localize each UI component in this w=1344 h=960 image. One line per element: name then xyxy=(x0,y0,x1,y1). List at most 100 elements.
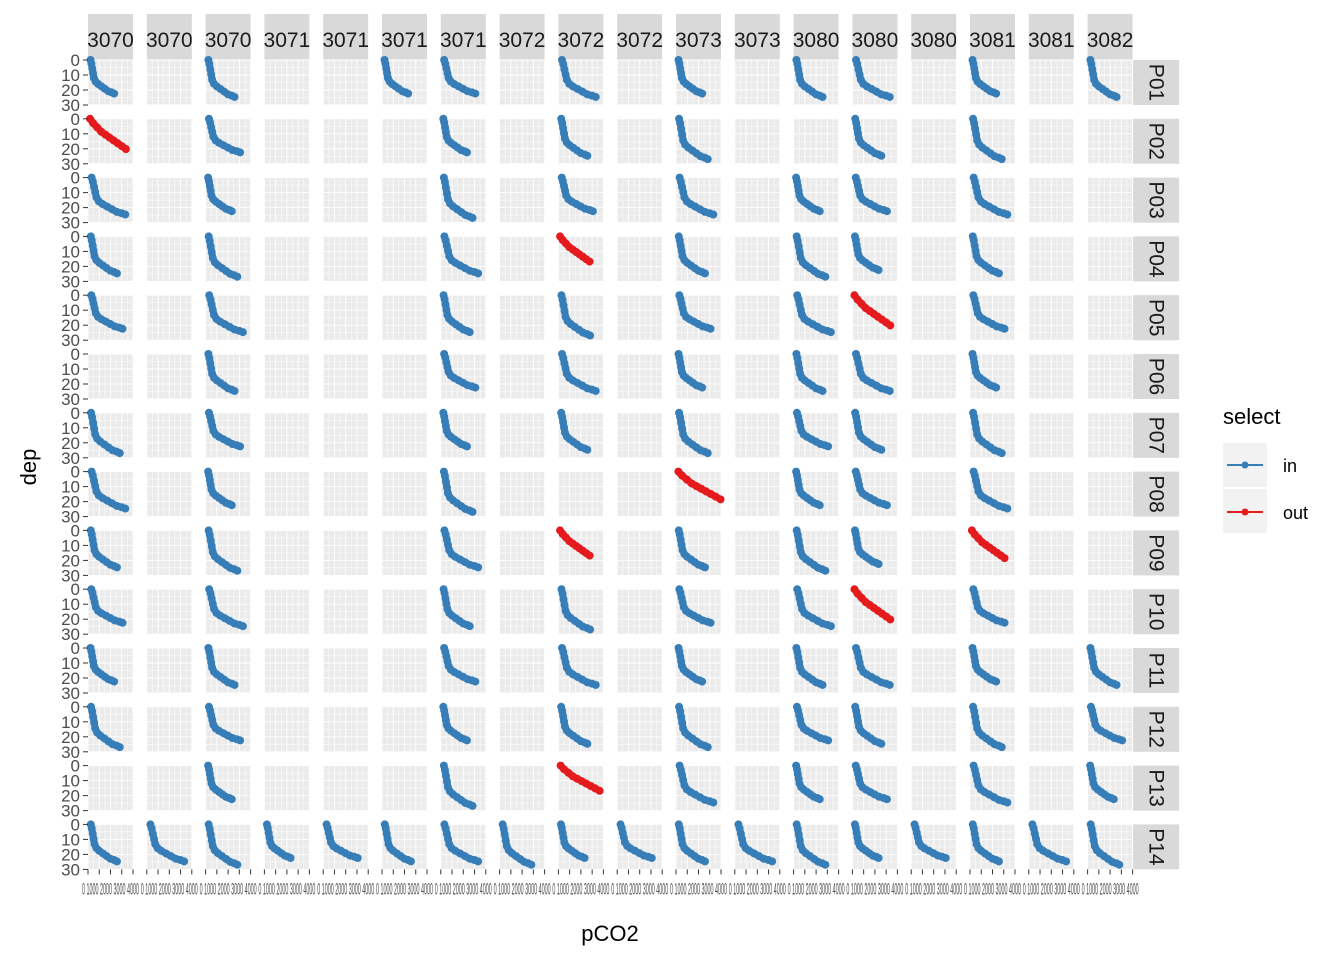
panel xyxy=(792,467,840,518)
row-strip xyxy=(1133,412,1180,458)
series-in-point xyxy=(471,89,480,98)
column-strip-label: 3071 xyxy=(440,29,487,52)
panel xyxy=(1028,647,1075,694)
panel xyxy=(322,471,369,518)
series-in-point xyxy=(586,625,595,634)
series-in-point xyxy=(703,155,712,164)
panel xyxy=(675,114,722,165)
column-strip xyxy=(676,14,721,60)
panel xyxy=(87,173,134,224)
series-in-point xyxy=(992,89,1001,98)
panel xyxy=(1086,644,1134,694)
panel xyxy=(381,118,428,165)
panel xyxy=(87,467,134,518)
panel xyxy=(910,235,957,282)
series-in-point xyxy=(700,269,709,278)
panel xyxy=(968,644,1016,694)
panel xyxy=(381,529,428,576)
series-in-point xyxy=(992,383,1001,392)
panel xyxy=(557,114,604,165)
column-strip xyxy=(146,14,192,60)
column-strip xyxy=(558,14,604,60)
panel xyxy=(87,408,134,459)
series-in-point xyxy=(118,618,127,627)
panel xyxy=(1087,353,1134,400)
series-in-point xyxy=(471,677,480,686)
series-in-point xyxy=(997,449,1006,458)
series-in-point xyxy=(236,442,245,451)
column-strip-label: 3070 xyxy=(205,29,252,52)
panel xyxy=(204,173,252,224)
series-in-point xyxy=(818,680,827,689)
panel xyxy=(910,412,957,459)
column-strip xyxy=(440,14,486,60)
panel xyxy=(616,235,663,282)
series-in-point xyxy=(465,328,474,337)
panel xyxy=(969,408,1016,459)
panel xyxy=(263,353,310,400)
series-out-point xyxy=(585,551,594,560)
panel xyxy=(968,232,1016,282)
panel xyxy=(322,647,369,694)
panel xyxy=(146,529,193,576)
panel xyxy=(734,235,781,282)
panel xyxy=(440,644,487,694)
panel xyxy=(792,232,840,282)
panel xyxy=(616,529,663,576)
row-strip-label: P08 xyxy=(1145,475,1168,512)
series-in-point xyxy=(471,383,480,392)
panel xyxy=(381,471,428,518)
column-strip-label: 3071 xyxy=(322,29,369,52)
panel xyxy=(616,59,663,106)
column-strip xyxy=(1028,14,1074,60)
column-strips: 3070 3070 3070 3071 3071 3071 3071 3072 3072 3072… xyxy=(88,14,1133,60)
panel xyxy=(439,702,487,753)
panel xyxy=(439,173,487,224)
series-in-point xyxy=(821,566,830,575)
row-strip-label: P11 xyxy=(1145,653,1168,689)
panel xyxy=(675,173,722,224)
panel xyxy=(969,467,1016,518)
series-in-point xyxy=(591,386,600,395)
series-in-point xyxy=(115,449,124,458)
panel xyxy=(146,647,193,694)
panel xyxy=(146,177,193,224)
series-in-point xyxy=(462,442,471,451)
series-in-point xyxy=(874,560,883,568)
panel xyxy=(381,588,428,635)
series-in-point xyxy=(238,328,247,337)
panel xyxy=(616,353,663,400)
series-in-point xyxy=(1000,618,1009,627)
panel xyxy=(850,526,898,576)
panel xyxy=(557,644,604,694)
panel xyxy=(910,471,957,518)
row-strips: P01 P02 P03 P04 P05 P06 P07 P08 P09 P10 P11 P12 P13 P… xyxy=(1133,60,1180,870)
panel xyxy=(205,291,252,341)
column-strip-label: 3080 xyxy=(793,29,840,52)
column-strip xyxy=(499,14,545,60)
panel xyxy=(675,585,722,635)
panel xyxy=(968,350,1016,400)
panel xyxy=(322,294,369,341)
panel xyxy=(1087,177,1134,224)
panel xyxy=(910,118,957,165)
series-in-point xyxy=(465,622,474,631)
panel xyxy=(674,232,722,282)
series-out-point xyxy=(121,145,130,154)
series-in-point xyxy=(703,449,712,458)
panel xyxy=(851,173,898,224)
panel xyxy=(616,294,663,341)
panel xyxy=(440,56,487,106)
panel xyxy=(850,232,898,282)
panel xyxy=(910,177,957,224)
panel xyxy=(263,529,310,576)
series-in-point xyxy=(1000,324,1009,333)
series-in-point xyxy=(586,331,595,340)
panel xyxy=(146,471,193,518)
panel xyxy=(263,118,310,165)
panel xyxy=(792,408,840,459)
series-in-point xyxy=(706,618,715,627)
series-in-point xyxy=(992,677,1001,686)
panel xyxy=(263,647,310,694)
series-in-point xyxy=(698,383,707,392)
